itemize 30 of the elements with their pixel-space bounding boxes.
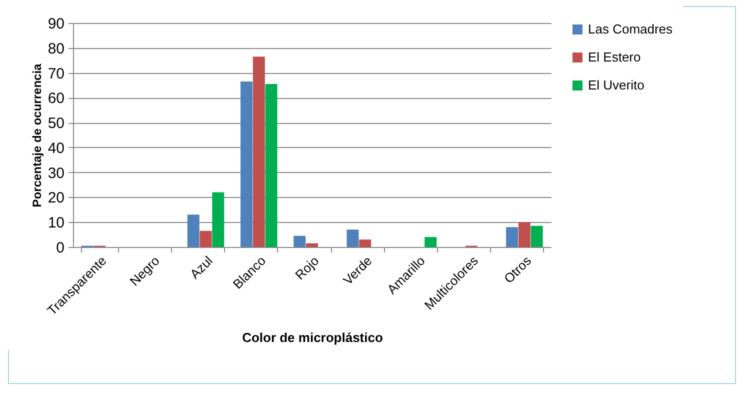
y-tick-label: 70 [48, 65, 64, 82]
y-tick-label: 10 [48, 214, 64, 232]
y-tick-label: 30 [48, 164, 64, 182]
bar [346, 230, 359, 247]
y-tick-label: 60 [48, 90, 64, 108]
bar [518, 222, 530, 247]
legend-label: Las Comadres [588, 22, 674, 36]
y-tick-label: 90 [48, 16, 64, 32]
x-tick-label: Rojo [292, 253, 322, 283]
bar [306, 243, 318, 247]
bar [252, 56, 265, 247]
legend-label: El Uverito [588, 78, 644, 92]
bar [200, 230, 212, 247]
y-tick-label: 40 [48, 140, 64, 157]
y-tick-label: 80 [48, 40, 64, 58]
bar [212, 192, 224, 247]
bar [359, 240, 372, 247]
y-axis-title: Porcentaje de ocurrencia [30, 63, 44, 208]
bar [240, 81, 252, 247]
x-axis-title: Color de microplástico [242, 330, 383, 346]
y-tick-label: 20 [48, 190, 64, 207]
bar [294, 236, 306, 247]
bar [265, 84, 278, 247]
bar [187, 214, 200, 247]
y-tick-label: 50 [48, 115, 64, 132]
bar [424, 237, 437, 247]
bar [530, 226, 543, 247]
legend-label: El Estero [588, 50, 641, 64]
y-tick-label: 0 [56, 240, 64, 256]
bar [506, 227, 518, 247]
